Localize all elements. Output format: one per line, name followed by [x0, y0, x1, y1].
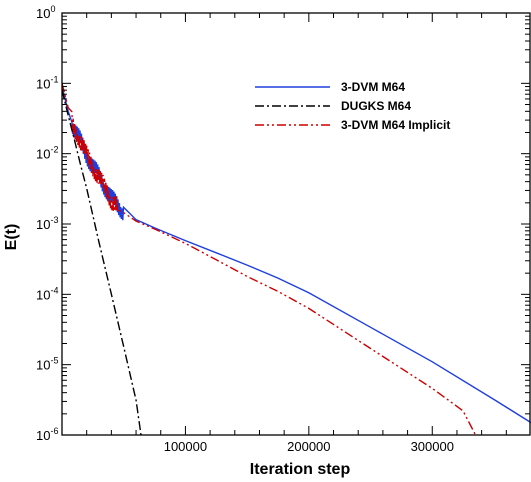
y-tick-base: 10: [36, 287, 50, 302]
y-tick-exponent: -2: [50, 145, 58, 155]
y-axis-title: E(t): [3, 224, 20, 251]
y-tick-exponent: -3: [50, 215, 58, 225]
y-tick-base: 10: [36, 147, 50, 162]
y-tick-label: 10-1: [36, 74, 58, 91]
legend-label-2: DUGKS M64: [341, 99, 411, 113]
y-tick-base: 10: [36, 358, 50, 373]
series-line-2: [62, 89, 142, 435]
y-tick-exponent: -1: [50, 74, 58, 84]
y-tick-label: 10-4: [36, 285, 58, 302]
y-tick-label: 10-5: [36, 356, 58, 373]
y-tick-label: 10-2: [36, 145, 58, 162]
y-tick-base: 10: [36, 76, 50, 91]
y-tick-base: 10: [36, 428, 50, 443]
y-tick-exponent: -5: [50, 356, 58, 366]
y-tick-label: 10-6: [36, 426, 58, 443]
series-layer: [62, 83, 531, 435]
y-tick-label: 100: [36, 4, 55, 21]
y-tick-base: 10: [36, 6, 50, 21]
y-tick-exponent: -4: [50, 285, 58, 295]
x-tick-label: 200000: [287, 439, 330, 454]
series-line-3: [62, 83, 477, 435]
legend: 3-DVM M64 DUGKS M64 3-DVM M64 Implicit: [255, 80, 450, 132]
x-tick-label: 100000: [164, 439, 207, 454]
legend-label-1: 3-DVM M64: [341, 80, 405, 94]
y-tick-base: 10: [36, 217, 50, 232]
y-tick-exponent: 0: [50, 4, 55, 14]
tick-layer: 100000 200000 30000010-610-510-410-310-210…: [36, 4, 530, 454]
x-tick-label: 300000: [411, 439, 454, 454]
y-tick-label: 10-3: [36, 215, 58, 232]
x-axis-title: Iteration step: [250, 461, 351, 478]
y-tick-exponent: -6: [50, 426, 58, 436]
legend-label-3: 3-DVM M64 Implicit: [341, 118, 450, 132]
